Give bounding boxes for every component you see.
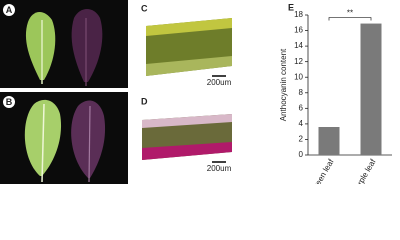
- significance-label: **: [347, 9, 353, 18]
- panel-label: B: [6, 97, 13, 107]
- y-tick-label: 4: [299, 119, 304, 128]
- x-tick-label: Green leaf: [309, 157, 336, 184]
- panel-label: C: [141, 3, 148, 13]
- significance-bracket: [328, 17, 372, 21]
- y-tick-label: 12: [294, 57, 303, 66]
- y-tick-label: 6: [299, 103, 304, 112]
- bar-chart: E Anthocyanin content 0 2 4 6 8 10 12 14 16 18 Gre…: [279, 2, 392, 184]
- photo-b: B: [0, 92, 128, 184]
- y-tick-label: 8: [299, 88, 304, 97]
- micrograph-d: D 200um: [141, 96, 232, 173]
- y-tick-label: 0: [299, 150, 304, 159]
- y-tick-label: 14: [294, 41, 303, 50]
- bar: [360, 23, 382, 155]
- x-tick-label: Purple leaf: [351, 157, 378, 184]
- panel-label: E: [288, 2, 294, 12]
- panel-label: D: [141, 96, 148, 106]
- figure: A B C 200um D 200um E Anthocyanin conten…: [0, 0, 392, 184]
- panel-label: A: [6, 5, 13, 15]
- micrograph-c: C 200um: [141, 3, 232, 87]
- bar: [318, 127, 340, 155]
- y-axis-label: Anthocyanin content: [279, 48, 288, 121]
- y-tick-label: 2: [299, 135, 304, 144]
- y-tick-label: 10: [294, 72, 303, 81]
- y-tick-label: 16: [294, 26, 303, 35]
- scale-bar-label: 200um: [207, 78, 232, 87]
- scale-bar-label: 200um: [207, 164, 232, 173]
- photo-a: A: [0, 0, 128, 88]
- y-tick-label: 18: [294, 10, 303, 19]
